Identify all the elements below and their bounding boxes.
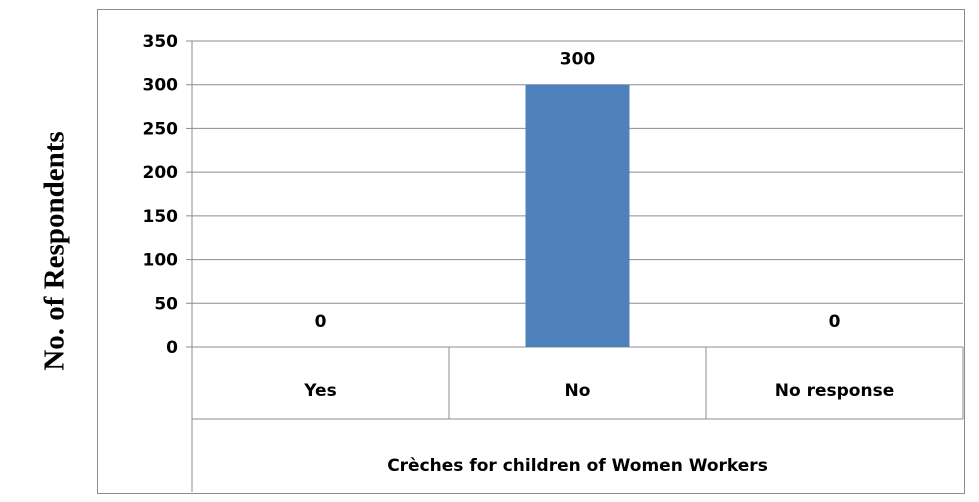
y-tick-label: 350: [143, 32, 179, 52]
gridlines: [192, 40, 963, 304]
data-label: 0: [315, 312, 327, 332]
category-label: No: [565, 381, 591, 401]
y-tick-label: 300: [143, 76, 179, 96]
y-tick-label: 100: [143, 251, 179, 271]
y-tick-label: 150: [143, 207, 179, 227]
category-label: No response: [775, 381, 894, 401]
y-tick-label: 0: [166, 338, 178, 358]
y-tick-label: 250: [143, 119, 179, 139]
bars: [525, 84, 630, 347]
bar: [525, 84, 630, 347]
labels: 0 50 100 150 200 250 300 350 0 Yes 300 No 0 No respon…: [143, 32, 895, 476]
chart-frame: [97, 9, 965, 494]
data-label: 0: [829, 312, 841, 332]
category-label: Yes: [303, 381, 336, 401]
data-label: 300: [560, 50, 596, 70]
x-axis-title: Crèches for children of Women Workers: [387, 456, 768, 476]
y-tick-label: 50: [154, 294, 178, 314]
y-tick-label: 200: [143, 163, 179, 183]
